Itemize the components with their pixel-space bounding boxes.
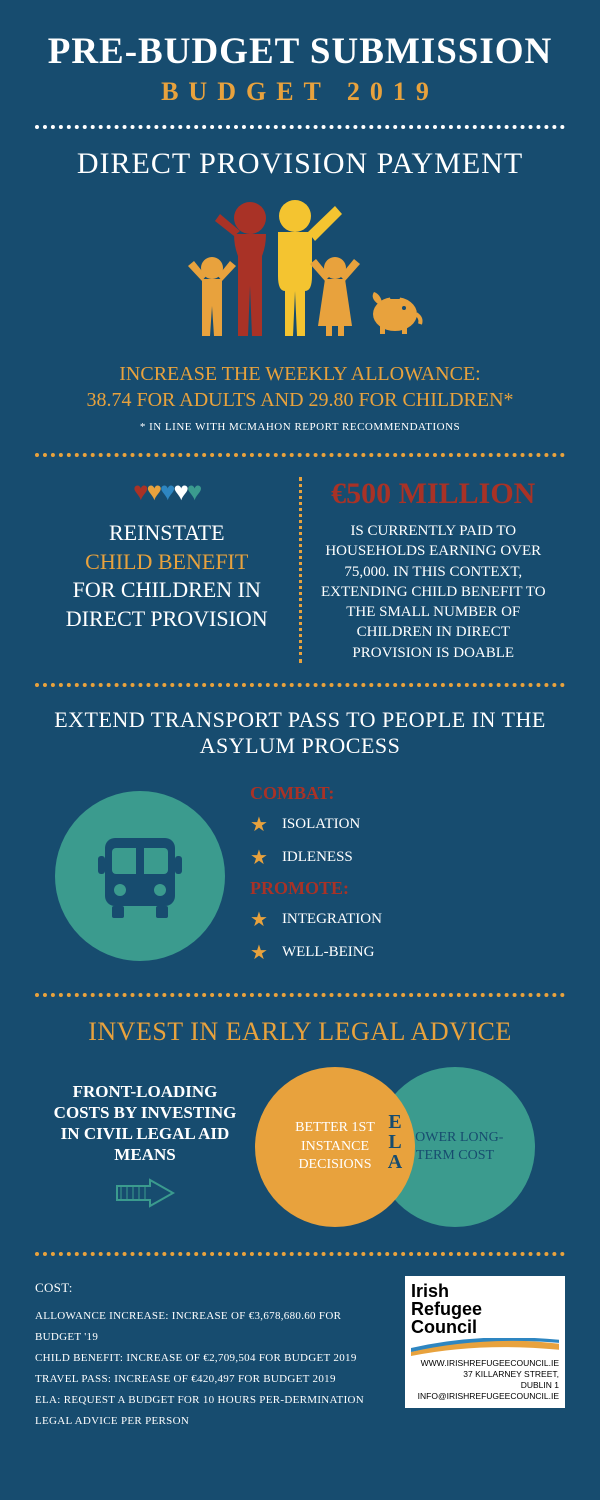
combat-label: COMBAT: [250,783,545,804]
logo-block: Irish Refugee Council WWW.IRISHREFUGEECO… [405,1276,565,1408]
divider [35,993,565,997]
list-item: ★INTEGRATION [250,907,545,932]
euro-amount: €500 MILLION [317,477,551,511]
invest-heading: INVEST IN EARLY LEGAL ADVICE [35,1017,565,1047]
star-icon: ★ [250,845,268,870]
infographic-page: PRE-BUDGET SUBMISSION BUDGET 2019 DIRECT… [0,0,600,1452]
hearts-icon: ♥♥♥♥♥ [50,477,284,507]
divider [35,453,565,457]
transport-heading: EXTEND TRANSPORT PASS TO PEOPLE IN THE A… [35,707,565,759]
cost-line: TRAVEL PASS: INCREASE OF €420,497 FOR BU… [35,1369,390,1390]
section-heading: DIRECT PROVISION PAYMENT [35,147,565,181]
star-icon: ★ [250,812,268,837]
list-item: ★WELL-BEING [250,940,545,965]
divider [35,683,565,687]
cost-heading: COST: [35,1276,390,1301]
star-icon: ★ [250,907,268,932]
footnote: * IN LINE WITH MCMAHON REPORT RECOMMENDA… [35,421,565,433]
star-list: COMBAT: ★ISOLATION ★IDLENESS PROMOTE: ★I… [250,779,545,973]
euro-text: IS CURRENTLY PAID TO HOUSEHOLDS EARNING … [317,521,551,663]
logo-text: Irish Refugee Council [411,1282,559,1336]
left-column: ♥♥♥♥♥ REINSTATE CHILD BENEFIT FOR CHILDR… [35,477,299,663]
divider [35,1252,565,1256]
allowance-line1: INCREASE THE WEEKLY ALLOWANCE: [35,361,565,387]
allowance-text: INCREASE THE WEEKLY ALLOWANCE: 38.74 FOR… [35,361,565,413]
right-column: €500 MILLION IS CURRENTLY PAID TO HOUSEH… [299,477,566,663]
subtitle: BUDGET 2019 [35,77,565,107]
logo-swoosh-icon [411,1338,559,1356]
main-title: PRE-BUDGET SUBMISSION [35,30,565,73]
family-illustration [35,196,565,346]
promote-label: PROMOTE: [250,878,545,899]
venn-row: FRONT-LOADING COSTS BY INVESTING IN CIVI… [35,1062,565,1232]
list-item: ★ISOLATION [250,812,545,837]
cost-line: ELA: REQUEST A BUDGET FOR 10 HOURS PER-D… [35,1390,390,1432]
bus-icon [55,791,225,961]
venn-diagram: LOWER LONG-TERM COST BETTER 1ST INSTANCE… [255,1062,535,1232]
bottom-section: COST: ALLOWANCE INCREASE: INCREASE OF €3… [35,1276,565,1432]
venn-left-text: FRONT-LOADING COSTS BY INVESTING IN CIVI… [45,1081,245,1213]
star-icon: ★ [250,940,268,965]
allowance-line2: 38.74 FOR ADULTS AND 29.80 FOR CHILDREN* [35,387,565,413]
divider [35,125,565,129]
cost-line: ALLOWANCE INCREASE: INCREASE OF €3,678,6… [35,1306,390,1348]
arrow-icon [45,1178,245,1213]
logo-contact: WWW.IRISHREFUGEECOUNCIL.IE 37 KILLARNEY … [411,1358,559,1402]
cost-line: CHILD BENEFIT: INCREASE OF €2,709,504 FO… [35,1348,390,1369]
list-item: ★IDLENESS [250,845,545,870]
reinstate-text: REINSTATE CHILD BENEFIT FOR CHILDREN IN … [50,519,284,633]
costs-block: COST: ALLOWANCE INCREASE: INCREASE OF €3… [35,1276,390,1432]
transport-row: COMBAT: ★ISOLATION ★IDLENESS PROMOTE: ★I… [35,779,565,973]
two-column-section: ♥♥♥♥♥ REINSTATE CHILD BENEFIT FOR CHILDR… [35,477,565,663]
venn-center: ELA [373,1112,417,1172]
